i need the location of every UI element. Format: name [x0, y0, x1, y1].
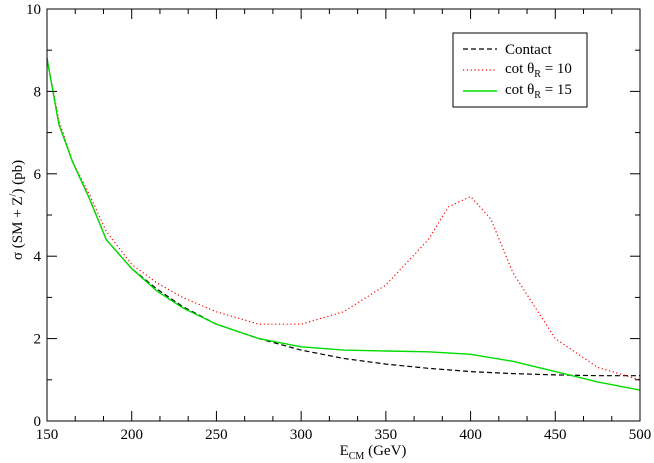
y-tick-label: 10	[26, 2, 41, 18]
legend-label-contact: Contact	[505, 42, 552, 58]
series-layer	[46, 58, 641, 391]
legend-label-cot15-sub: R	[534, 90, 541, 101]
y-tick-label: 8	[34, 84, 42, 100]
y-axis-title-prefix: σ (SM + Z	[10, 196, 26, 260]
x-axis-title-main: E	[340, 443, 349, 459]
x-axis-title-sub: CM	[349, 451, 365, 462]
legend-label-cot10-main: cot θ	[505, 61, 534, 77]
legend-label-cot15-main: cot θ	[505, 82, 534, 98]
y-tick-label: 4	[34, 249, 42, 265]
legend-label-cot10-sub: R	[534, 69, 541, 80]
y-tick-label: 0	[34, 414, 42, 430]
y-tick-label: 2	[34, 332, 42, 348]
legend-label-cot15-rest: = 15	[541, 82, 572, 98]
x-tick-label: 150	[36, 427, 59, 443]
x-tick-label: 350	[375, 427, 398, 443]
y-axis-title-suffix: ) (pb)	[10, 160, 26, 194]
legend: Contact cot θR = 10 cot θR = 15	[452, 32, 588, 108]
y-tick-label: 6	[34, 167, 42, 183]
x-tick-label: 300	[290, 427, 313, 443]
ticks-layer: 150 200 250 300 350 400 450 500 0 2 4 6 8 10	[26, 2, 651, 443]
legend-label-cot10-rest: = 10	[541, 61, 572, 77]
x-axis-title-rest: (GeV)	[364, 443, 406, 459]
legend-label-cot10: cot θR = 10	[505, 61, 572, 80]
x-tick-label: 500	[629, 427, 652, 443]
x-tick-label: 250	[205, 427, 228, 443]
y-axis-title-prime: /	[8, 193, 19, 196]
x-axis-title: ECM (GeV)	[340, 443, 407, 462]
series-line-2	[46, 58, 641, 391]
legend-label-cot15: cot θR = 15	[505, 82, 572, 101]
y-axis-title: σ (SM + Z/) (pb)	[8, 160, 26, 260]
x-tick-label: 450	[544, 427, 567, 443]
x-tick-label: 200	[120, 427, 143, 443]
legend-label-contact-text: Contact	[505, 42, 552, 58]
x-tick-label: 400	[459, 427, 482, 443]
